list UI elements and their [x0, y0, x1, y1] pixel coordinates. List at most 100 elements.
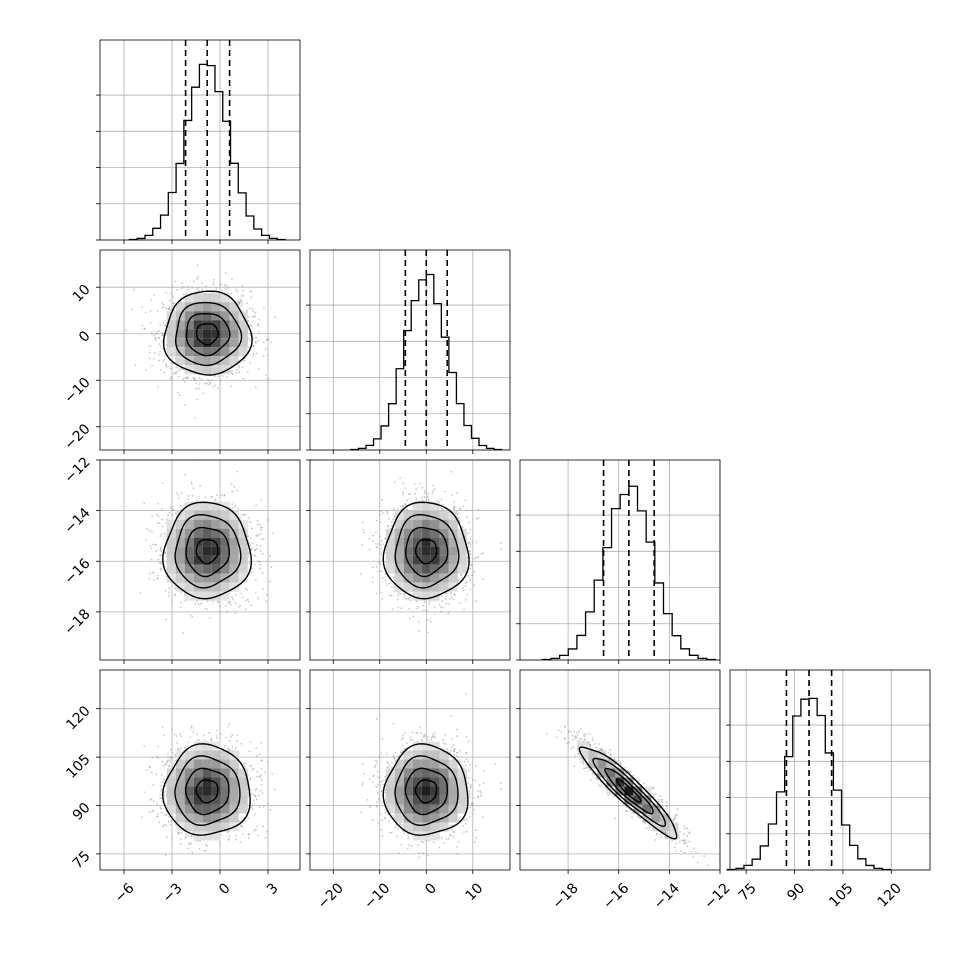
sample-point [624, 766, 627, 769]
sample-point [219, 733, 222, 735]
sample-point [255, 798, 258, 801]
density-cell [412, 564, 422, 574]
sample-point [150, 331, 153, 334]
sample-point [432, 484, 435, 487]
sample-point [591, 737, 594, 740]
sample-point [170, 292, 172, 295]
density-cell [202, 750, 212, 760]
sample-point [257, 597, 259, 600]
sample-point [204, 382, 206, 385]
sample-point [224, 604, 227, 607]
density-cell [166, 573, 176, 583]
sample-point [215, 288, 218, 291]
density-cell [220, 356, 230, 366]
density-cell [184, 293, 194, 303]
sample-point [225, 284, 228, 286]
sample-point [204, 496, 207, 499]
sample-point [569, 730, 572, 733]
density-cell [430, 519, 440, 529]
panel-content [360, 470, 503, 634]
sample-point [259, 545, 262, 548]
sample-point [376, 570, 379, 573]
density-cell [430, 537, 440, 547]
sample-point [388, 594, 391, 597]
sample-point [378, 781, 381, 784]
sample-point [665, 801, 668, 804]
sample-point [204, 607, 207, 610]
sample-point [577, 733, 579, 736]
x-tick-label: 10 [462, 880, 486, 904]
sample-point [449, 824, 452, 827]
sample-point [267, 378, 270, 380]
density-cell [430, 741, 440, 751]
sample-point [205, 285, 207, 288]
sample-point [458, 841, 461, 843]
sample-point [169, 823, 172, 826]
sample-point [464, 764, 467, 767]
density-cell [421, 804, 431, 814]
sample-point [149, 351, 151, 354]
sample-point [475, 600, 478, 602]
sample-point [164, 324, 167, 326]
sample-point [156, 331, 159, 333]
sample-point [170, 362, 173, 365]
density-cell [421, 786, 431, 796]
sample-point [474, 557, 477, 559]
density-cell [229, 555, 239, 565]
density-cell [615, 768, 625, 778]
sample-point [686, 845, 689, 848]
sample-point [247, 555, 250, 558]
sample-point [248, 562, 251, 564]
sample-point [238, 365, 241, 367]
density-cell [175, 768, 185, 778]
sample-point [251, 310, 254, 313]
sample-point [157, 502, 160, 505]
sample-point [469, 815, 471, 818]
sample-point [464, 585, 467, 587]
sample-point [457, 516, 460, 519]
sample-point [420, 840, 423, 843]
sample-point [236, 740, 239, 743]
sample-point [455, 491, 458, 494]
density-cell [166, 329, 176, 339]
density-cell [166, 804, 176, 814]
sample-point [158, 522, 160, 525]
sample-point [482, 782, 485, 785]
sample-point [196, 264, 199, 267]
density-cell [412, 537, 422, 547]
sample-point [165, 307, 168, 310]
sample-point [199, 840, 202, 842]
sample-point [160, 807, 162, 810]
sample-point [685, 841, 688, 844]
sample-point [379, 563, 382, 565]
y-tick-label: 120 [63, 703, 93, 733]
sample-point [384, 573, 387, 576]
density-cell [448, 546, 458, 556]
sample-point [240, 826, 243, 828]
sample-point [390, 594, 393, 597]
x-tick-label: 75 [736, 880, 760, 904]
sample-point [467, 542, 469, 545]
density-cell [579, 750, 589, 760]
density-cell [175, 795, 185, 805]
sample-point [197, 286, 200, 289]
density-cell [394, 768, 404, 778]
sample-point [167, 752, 169, 755]
sample-point [469, 545, 472, 548]
sample-point [251, 315, 254, 318]
density-cell [193, 302, 203, 312]
sample-point [477, 556, 480, 559]
sample-point [160, 796, 163, 799]
sample-point [152, 800, 155, 803]
sample-point [574, 755, 577, 757]
sample-point [199, 484, 201, 487]
density-cell [184, 528, 194, 538]
sample-point [449, 834, 452, 837]
density-cell [229, 537, 239, 547]
sample-point [149, 766, 151, 769]
sample-point [456, 728, 459, 731]
density-cell [439, 786, 449, 796]
sample-point [464, 598, 467, 601]
sample-point [405, 597, 408, 600]
sample-point [156, 574, 159, 577]
